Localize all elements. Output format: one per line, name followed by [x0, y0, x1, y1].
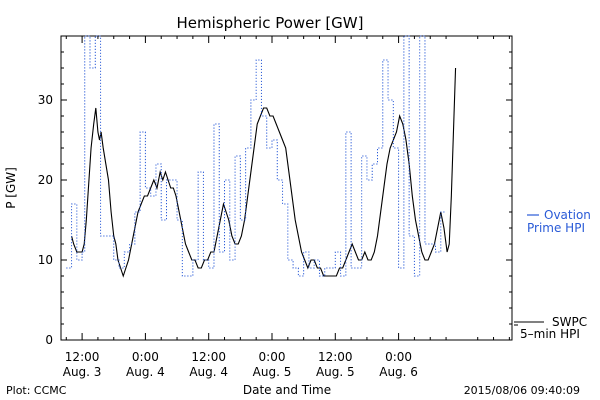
x-tick-time-label: 12:00	[318, 350, 353, 364]
x-tick-date-label: Aug. 5	[316, 365, 355, 379]
x-tick-date-label: Aug. 6	[379, 365, 418, 379]
y-tick-label: 20	[38, 173, 53, 187]
legend-swpc-label-2: 5–min HPI	[520, 327, 580, 341]
legend-swpc-label-1: SWPC	[552, 315, 587, 329]
x-tick-time-label: 12:00	[65, 350, 100, 364]
x-axis-label: Date and Time	[243, 383, 331, 397]
y-tick-label: 10	[38, 253, 53, 267]
x-tick-date-label: Aug. 5	[253, 365, 292, 379]
y-tick-label: 0	[45, 333, 53, 347]
y-tick-label: 30	[38, 93, 53, 107]
x-tick-time-label: 0:00	[132, 350, 159, 364]
series-layer	[66, 35, 457, 278]
x-tick-time-label: 0:00	[385, 350, 412, 364]
y-axis: 0 10 20 30	[38, 51, 512, 347]
x-tick-date-label: Aug. 4	[189, 365, 228, 379]
legend-ovation-label-1: Ovation	[544, 208, 591, 222]
plot-credit: Plot: CCMC	[6, 384, 67, 397]
series-line-ovation	[66, 35, 447, 277]
x-tick-time-label: 12:00	[191, 350, 226, 364]
plot-frame	[60, 35, 513, 341]
x-tick-time-label: 0:00	[259, 350, 286, 364]
legend-ovation-label-2: Prime HPI	[527, 221, 585, 235]
legend: Ovation Prime HPI SWPC 5–min HPI	[514, 208, 591, 341]
y-axis-label: P [GW]	[4, 167, 18, 209]
plot-area	[60, 35, 513, 341]
x-tick-date-label: Aug. 3	[63, 365, 102, 379]
series-line-swpc	[71, 67, 457, 278]
chart-title: Hemispheric Power [GW]	[177, 14, 364, 32]
plot-timestamp: 2015/08/06 09:40:09	[464, 384, 580, 397]
x-tick-date-label: Aug. 4	[126, 365, 165, 379]
